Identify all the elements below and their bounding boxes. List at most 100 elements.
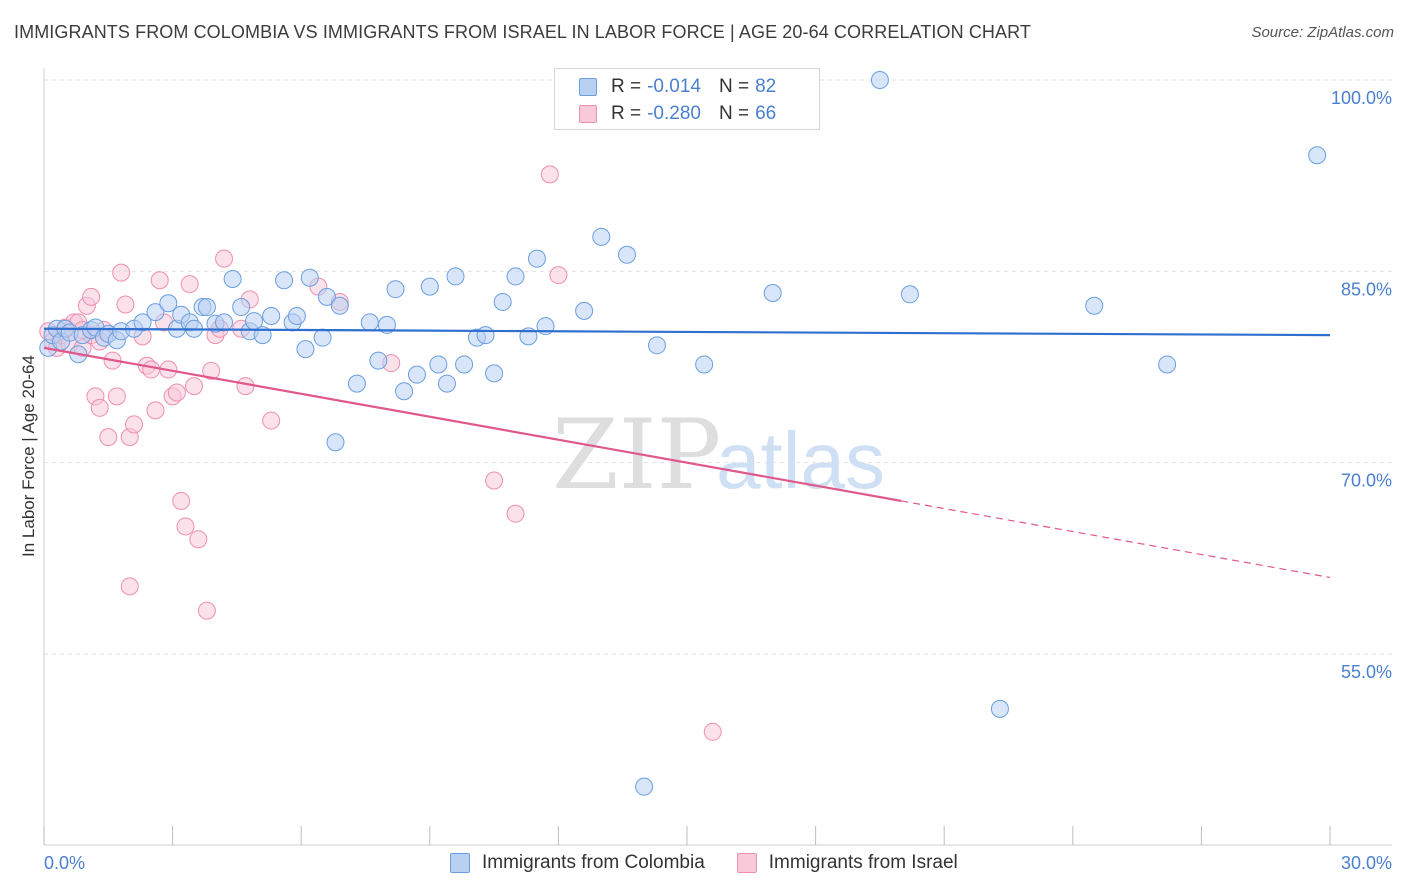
colombia-point [159, 294, 178, 313]
israel-point [180, 275, 199, 294]
israel-point [236, 377, 255, 396]
watermark: ZIP atlas [552, 399, 885, 511]
colombia-point [476, 326, 495, 345]
legend-label-israel: Immigrants from Israel [768, 852, 958, 873]
colombia-point [695, 355, 714, 374]
israel-trend-line [43, 346, 902, 503]
watermark-zip: ZIP [552, 399, 721, 511]
israel-point [82, 287, 101, 306]
colombia-point [407, 365, 426, 384]
colombia-point [146, 303, 165, 322]
legend-item-israel[interactable]: Immigrants from Israel [736, 852, 958, 874]
legend-n-label: N = [718, 76, 750, 97]
y-tick-label: 85.0% [1341, 279, 1392, 299]
pink-points [39, 165, 722, 741]
israel-point [703, 722, 722, 741]
israel-point [167, 383, 186, 402]
israel-point [540, 165, 559, 184]
colombia-point [1158, 355, 1177, 374]
legend-n-value: 66 [755, 103, 777, 124]
israel-point [189, 530, 208, 549]
legend-swatch-pink [736, 853, 757, 873]
x-ticks [43, 826, 1331, 845]
israel-point [185, 377, 204, 396]
colombia-point [347, 374, 366, 393]
colombia-point [275, 271, 294, 290]
colombia-point [223, 269, 242, 288]
legend-swatch-blue [450, 853, 470, 873]
colombia-point [300, 268, 319, 287]
colombia-point [232, 298, 251, 317]
legend-row-israel: R = -0.280 N = 66 [579, 102, 776, 126]
colombia-point [287, 306, 306, 325]
colombia-point [369, 351, 388, 370]
y-tick-label: 55.0% [1341, 662, 1392, 682]
series-legend: Immigrants from Colombia Immigrants from… [450, 852, 990, 874]
israel-point [142, 360, 161, 379]
colombia-point [506, 267, 525, 286]
legend-r-label: R = [611, 103, 642, 124]
legend-item-colombia[interactable]: Immigrants from Colombia [450, 852, 705, 874]
israel-point [506, 504, 525, 523]
colombia-point [262, 306, 281, 325]
israel-point [116, 295, 135, 314]
israel-point [197, 601, 216, 620]
colombia-point [429, 355, 448, 374]
x-tick-label-max: 30.0% [1341, 853, 1392, 873]
colombia-trend-line [43, 327, 1331, 337]
x-tick-label-min: 0.0% [44, 853, 85, 873]
colombia-point [647, 336, 666, 355]
legend-r-value: -0.280 [647, 103, 701, 124]
israel-point [549, 266, 568, 285]
colombia-point [215, 313, 234, 332]
colombia-point [446, 267, 465, 286]
legend-r-value: -0.014 [647, 76, 701, 97]
colombia-point [420, 277, 439, 296]
colombia-point [900, 285, 919, 304]
israel-point [120, 577, 139, 596]
israel-trend-extension [901, 500, 1331, 579]
colombia-point [617, 245, 636, 264]
y-tick-label: 100.0% [1331, 88, 1392, 108]
colombia-point [990, 699, 1009, 718]
chart-title: IMMIGRANTS FROM COLOMBIA VS IMMIGRANTS F… [14, 22, 1031, 42]
legend-swatch-pink [579, 105, 597, 123]
israel-point [172, 491, 191, 510]
axes [43, 68, 1392, 846]
colombia-point [395, 382, 414, 401]
legend-swatch-blue [579, 78, 597, 96]
israel-point [176, 517, 195, 536]
israel-point [262, 411, 281, 430]
colombia-point [296, 340, 315, 359]
israel-point [112, 263, 131, 282]
legend-n-label: N = [718, 103, 750, 124]
colombia-point [493, 292, 512, 311]
israel-point [150, 271, 169, 290]
trend-lines [43, 327, 1331, 579]
gridlines [44, 79, 1392, 655]
legend-label-colombia: Immigrants from Colombia [482, 852, 705, 873]
colombia-point [377, 315, 396, 334]
israel-point [90, 398, 109, 417]
israel-point [125, 415, 144, 434]
israel-point [485, 471, 504, 490]
legend-n-value: 82 [755, 76, 777, 97]
colombia-point [133, 313, 152, 332]
colombia-point [386, 280, 405, 299]
colombia-point [527, 249, 546, 268]
israel-point [215, 249, 234, 268]
colombia-point [330, 296, 349, 315]
colombia-point [1085, 296, 1104, 315]
y-tick-label: 70.0% [1341, 471, 1392, 491]
colombia-point [360, 313, 379, 332]
legend-row-colombia: R = -0.014 N = 82 [579, 75, 776, 99]
colombia-point [317, 287, 336, 306]
israel-point [107, 387, 126, 406]
colombia-point [1308, 146, 1327, 165]
colombia-point [592, 227, 611, 246]
colombia-point [455, 355, 474, 374]
colombia-point [763, 284, 782, 303]
colombia-point [326, 433, 345, 452]
israel-point [146, 401, 165, 420]
